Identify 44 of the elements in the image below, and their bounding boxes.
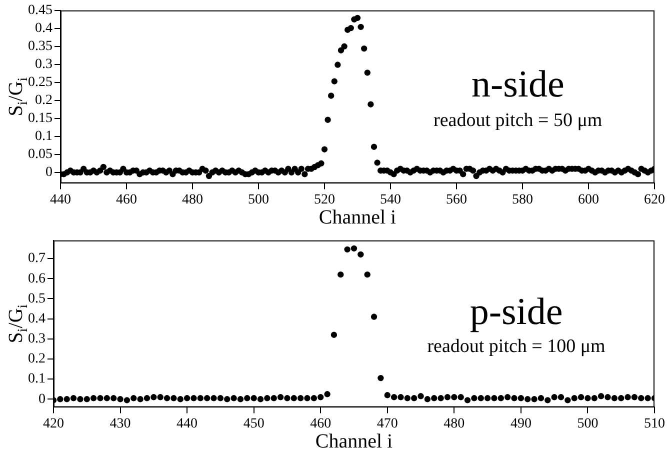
y-tick-label: 0.05 bbox=[28, 147, 52, 162]
y-tick-label: 0.2 bbox=[28, 352, 46, 367]
y-tick-label: 0 bbox=[46, 165, 52, 180]
x-tick-label: 420 bbox=[43, 416, 64, 432]
x-tick-label: 560 bbox=[446, 192, 467, 208]
y-tick-label: 0.3 bbox=[28, 332, 46, 347]
x-tick-label: 460 bbox=[116, 192, 137, 208]
y-tick-label: 0.3 bbox=[35, 57, 52, 72]
x-tick-label: 440 bbox=[176, 416, 198, 432]
x-tick-label: 490 bbox=[510, 416, 532, 432]
x-tick-label: 480 bbox=[182, 192, 203, 208]
x-tick-label: 430 bbox=[110, 416, 131, 432]
y-tick-label: 0.25 bbox=[28, 75, 52, 90]
y-tick-label: 0.4 bbox=[35, 21, 52, 36]
y-tick-label: 0 bbox=[38, 392, 46, 407]
y-tick-label: 0.45 bbox=[28, 3, 52, 18]
y-tick-label: 0.1 bbox=[35, 129, 52, 144]
annotation: p-side bbox=[470, 290, 563, 333]
y-tick-label: 0.6 bbox=[28, 271, 46, 286]
y-tick-label: 0.5 bbox=[28, 291, 46, 306]
x-tick-label: 440 bbox=[50, 192, 71, 208]
y-tick-label: 0.15 bbox=[28, 111, 52, 126]
y-tick-label: 0.4 bbox=[28, 311, 46, 326]
x-tick-label: 500 bbox=[248, 192, 269, 208]
annotation: readout pitch = 100 μm bbox=[427, 336, 606, 358]
x-tick-label: 520 bbox=[314, 192, 335, 208]
y-tick-label: 0.1 bbox=[28, 372, 46, 387]
y-tick-label: 0.7 bbox=[28, 251, 46, 266]
y-tick-label: 0.2 bbox=[35, 93, 52, 108]
x-tick-label: 450 bbox=[243, 416, 264, 432]
x-tick-label: 470 bbox=[376, 416, 398, 432]
x-tick-label: 600 bbox=[578, 192, 599, 208]
x-tick-label: 480 bbox=[444, 416, 465, 432]
x-tick-label: 510 bbox=[644, 416, 665, 432]
x-axis-title: Channel i bbox=[318, 206, 397, 228]
x-tick-label: 540 bbox=[380, 192, 401, 208]
y-tick-label: 0.35 bbox=[28, 39, 52, 54]
x-tick-label: 580 bbox=[512, 192, 533, 208]
x-tick-label: 500 bbox=[577, 416, 598, 432]
annotation: readout pitch = 50 μm bbox=[434, 110, 602, 131]
x-axis-title: Channel i bbox=[315, 430, 394, 452]
annotation: n-side bbox=[471, 63, 564, 106]
x-tick-label: 460 bbox=[310, 416, 332, 432]
x-tick-label: 620 bbox=[644, 192, 665, 208]
